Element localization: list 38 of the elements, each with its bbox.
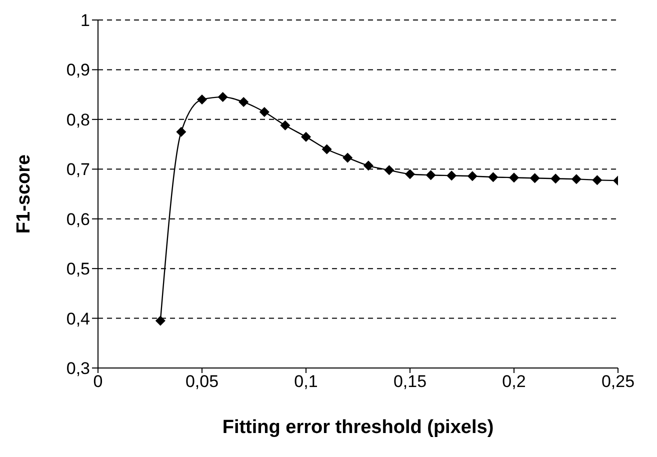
x-tick-label: 0,2 xyxy=(502,372,526,392)
y-axis-title: F1-score xyxy=(14,154,35,234)
point xyxy=(488,172,498,182)
y-tick-label: 0,4 xyxy=(66,309,90,328)
point xyxy=(426,170,436,180)
point xyxy=(467,171,478,182)
x-tick-label: 0,15 xyxy=(393,372,427,392)
point xyxy=(238,97,249,108)
point xyxy=(592,175,602,186)
point xyxy=(530,173,540,184)
point xyxy=(197,94,207,105)
x-tick-label: 0,25 xyxy=(601,372,635,392)
point xyxy=(342,152,353,163)
point xyxy=(259,106,270,117)
point xyxy=(405,169,415,180)
x-tick-label: 0 xyxy=(93,372,103,392)
point xyxy=(550,174,561,184)
point xyxy=(384,165,394,176)
x-tick-label: 0,1 xyxy=(294,372,318,392)
y-tick-label: 0,3 xyxy=(66,359,90,378)
point xyxy=(301,132,311,142)
y-tick-label: 0,8 xyxy=(66,110,90,130)
point xyxy=(363,160,374,171)
y-tick-label: 0,9 xyxy=(66,60,90,80)
y-tick-label: 0,6 xyxy=(66,210,90,229)
point xyxy=(571,174,582,184)
x-tick-label: 0,05 xyxy=(185,372,219,392)
x-axis-title: Fitting error threshold (pixels) xyxy=(222,417,494,438)
y-tick-label: 0,5 xyxy=(66,260,90,279)
point xyxy=(509,172,519,183)
point xyxy=(155,316,166,326)
point xyxy=(218,92,228,102)
y-tick-label: 1 xyxy=(80,11,90,30)
point xyxy=(280,120,290,130)
y-tick-label: 0,7 xyxy=(66,160,90,180)
point xyxy=(322,144,332,154)
point xyxy=(446,170,457,181)
point xyxy=(176,126,186,137)
